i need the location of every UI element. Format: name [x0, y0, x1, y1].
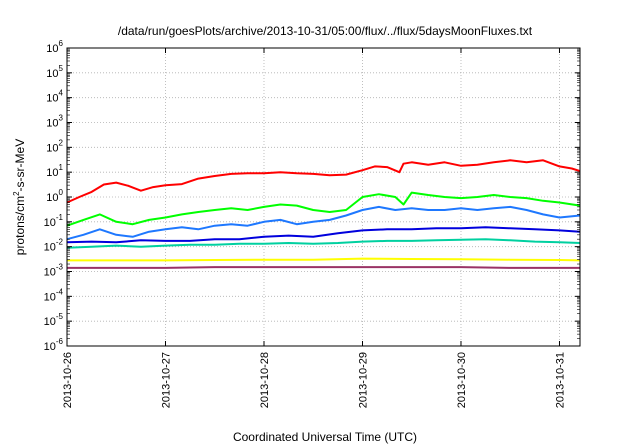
y-tick-exponent: 6: [59, 39, 64, 48]
y-tick-base: 10: [46, 192, 58, 204]
y-tick-exponent: -3: [56, 263, 64, 272]
x-tick-labels: 2013-10-26 2013-10-27 2013-10-28 2013-10-29…: [62, 352, 566, 408]
y-tick-base: 10: [44, 267, 56, 279]
series-line-1: [66, 159, 581, 204]
y-tick-label: 10-5: [44, 312, 64, 328]
y-tick-label: 105: [46, 64, 63, 80]
y-tick-exponent: 2: [59, 138, 64, 147]
y-tick-base: 10: [46, 43, 58, 55]
y-tick-exponent: -1: [56, 213, 64, 222]
series-line-5: [66, 238, 581, 249]
y-tick-base: 10: [44, 217, 56, 229]
y-tick-exponent: 4: [59, 89, 64, 98]
y-tick-label: 10-2: [44, 238, 64, 254]
x-axis-label: Coordinated Universal Time (UTC): [233, 430, 417, 444]
y-axis-label: protons/cm2-s-sr-MeV: [12, 139, 27, 255]
y-tick-base: 10: [46, 167, 58, 179]
y-tick-base: 10: [44, 242, 56, 254]
y-tick-label: 100: [46, 188, 63, 204]
x-tick-label: 2013-10-31: [554, 352, 566, 408]
y-tick-base: 10: [46, 142, 58, 154]
x-tick-label: 2013-10-30: [456, 352, 468, 408]
y-tick-exponent: 1: [59, 163, 64, 172]
series-line-7: [67, 266, 580, 269]
y-tick-base: 10: [44, 291, 56, 303]
y-tick-base: 10: [46, 93, 58, 105]
y-tick-label: 101: [46, 163, 63, 179]
y-tick-label: 102: [46, 138, 63, 154]
series-layer: [66, 159, 581, 269]
series-line-4: [66, 226, 581, 244]
y-tick-base: 10: [44, 341, 56, 353]
x-tick-label: 2013-10-29: [357, 352, 369, 408]
y-tick-exponent: 5: [59, 64, 64, 73]
y-tick-exponent: -4: [56, 287, 64, 296]
series-line-2: [66, 191, 581, 227]
y-tick-exponent: -6: [56, 337, 64, 346]
y-tick-label: 106: [46, 39, 63, 55]
y-tick-exponent: 0: [59, 188, 64, 197]
series-line-6: [67, 257, 581, 262]
x-tick-label: 2013-10-26: [62, 352, 74, 408]
y-tick-labels: 10-610-510-410-310-210-11001011021031041…: [44, 39, 64, 353]
y-tick-label: 10-1: [44, 213, 64, 229]
y-tick-label: 10-3: [44, 263, 64, 279]
y-tick-exponent: -5: [56, 312, 64, 321]
series-line-3: [66, 205, 581, 241]
y-tick-label: 103: [46, 114, 63, 130]
y-tick-base: 10: [44, 316, 56, 328]
y-tick-exponent: -2: [56, 238, 64, 247]
y-tick-label: 10-4: [44, 287, 64, 303]
y-tick-base: 10: [46, 68, 58, 80]
x-tick-label: 2013-10-28: [259, 352, 271, 408]
y-tick-label: 104: [46, 89, 63, 105]
x-tick-label: 2013-10-27: [160, 352, 172, 408]
axis-ticks: [66, 47, 580, 347]
chart-title: /data/run/goesPlots/archive/2013-10-31/0…: [118, 24, 533, 38]
y-tick-exponent: 3: [59, 114, 64, 123]
y-tick-base: 10: [46, 118, 58, 130]
y-tick-label: 10-6: [44, 337, 64, 353]
